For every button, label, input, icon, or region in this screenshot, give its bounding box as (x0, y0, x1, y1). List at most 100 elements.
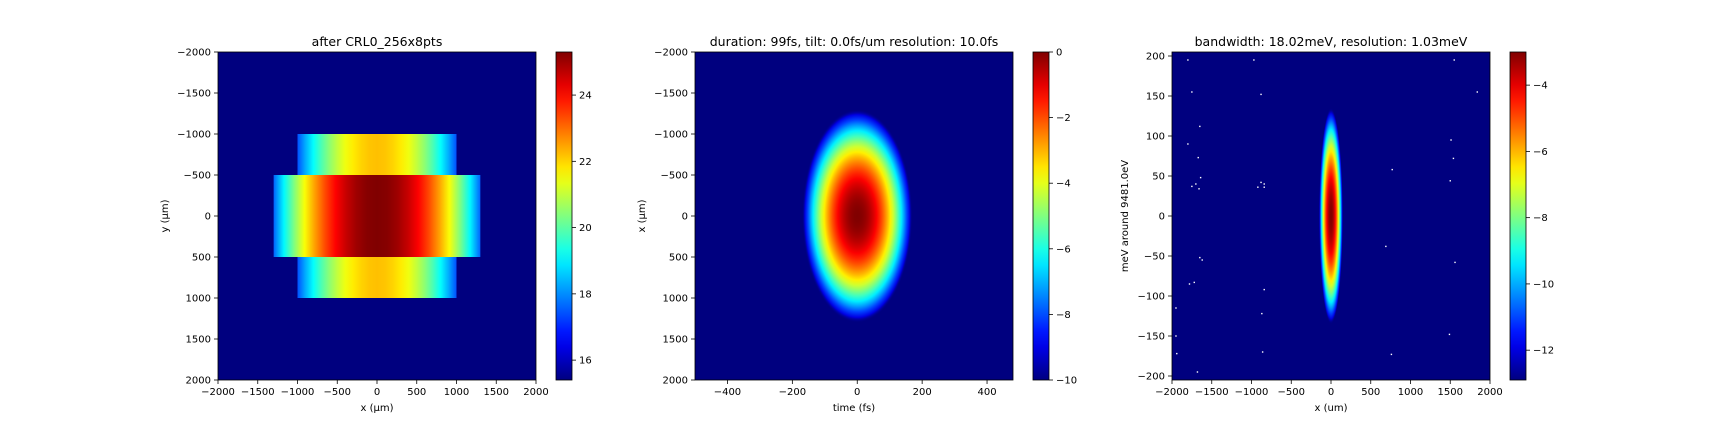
y-axis-label: y (µm) (160, 199, 171, 232)
y-tick-label: 100 (1146, 132, 1165, 143)
panel-intensity-xy: after CRL0_256x8pts −2000 −1500 −1000 −500 0… (160, 34, 592, 414)
y-tick-label: 2000 (663, 376, 688, 387)
speckle-point (1175, 307, 1177, 309)
y-tick-label: −150 (1138, 332, 1165, 343)
y-tick-label: −1000 (654, 130, 688, 141)
colorbar-tick-label: −10 (1056, 376, 1077, 387)
x-tick-label: 1500 (1438, 387, 1463, 398)
x-tick-label: 0 (1328, 387, 1334, 398)
speckle-point (1263, 288, 1265, 291)
speckle-point (1261, 351, 1264, 353)
panel-time-x: duration: 99fs, tilt: 0.0fs/um resolutio… (637, 34, 1077, 414)
y-tick-label: −2000 (177, 48, 211, 59)
y-tick-label: 500 (669, 253, 688, 264)
speckle-point (1193, 281, 1195, 284)
speckle-point (1261, 312, 1263, 315)
x-tick-label: 0 (374, 387, 380, 398)
speckle-point (1175, 335, 1177, 337)
x-axis-label: x (um) (1315, 403, 1348, 414)
speckle-point (1191, 185, 1193, 188)
colorbar-gradient (556, 52, 572, 380)
y-tick-label: −1000 (177, 130, 211, 141)
heatmap-regions (273, 134, 481, 298)
colorbar-tick-label: −8 (1056, 310, 1071, 321)
colorbar-gradient (1510, 52, 1526, 380)
y-tick-label: 1000 (663, 294, 688, 305)
x-tick-label: 400 (977, 387, 996, 398)
x-tick-label: 1000 (444, 387, 469, 398)
x-tick-label: −1000 (281, 387, 315, 398)
x-tick-label: −2000 (201, 387, 235, 398)
colorbar-tick-label: 20 (579, 223, 592, 234)
colorbar-tick-label: −6 (1056, 244, 1071, 255)
speckle-point (1260, 93, 1262, 96)
colorbar-tick-label: −4 (1533, 81, 1548, 92)
x-tick-label: 500 (1361, 387, 1380, 398)
speckle-point (1263, 183, 1265, 185)
y-tick-label: 500 (192, 253, 211, 264)
x-axis-label: time (fs) (833, 403, 875, 414)
speckle-point (1188, 283, 1191, 285)
y-tick-label: 50 (1152, 172, 1165, 183)
y-tick-label: −1500 (654, 89, 688, 100)
x-tick-label: 2000 (523, 387, 548, 398)
speckle-point (1201, 259, 1203, 261)
colorbar-tick-label: 0 (1056, 48, 1062, 59)
speckle-point (1449, 180, 1451, 182)
y-tick-label: 2000 (186, 376, 211, 387)
colorbar-tick-label: 24 (579, 91, 592, 102)
x-tick-label: −500 (324, 387, 351, 398)
y-tick-label: −100 (1138, 292, 1165, 303)
y-axis-label: meV around 9481.0eV (1120, 160, 1131, 272)
panel-energy-x: bandwidth: 18.02meV, resolution: 1.03meV… (1120, 34, 1554, 414)
speckle-point (1450, 139, 1452, 141)
speckle-point (1197, 156, 1199, 159)
y-tick-label: 200 (1146, 52, 1165, 63)
heatmap-spot (1319, 108, 1343, 324)
speckle-point (1176, 352, 1178, 355)
speckle-point (1453, 59, 1455, 61)
speckle-point (1263, 186, 1265, 188)
speckle-point (1257, 186, 1259, 188)
colorbar: −10 −8 −6 −4 −2 0 (1032, 48, 1077, 387)
colorbar-frame (1032, 51, 1050, 381)
x-tick-label: −2000 (1155, 387, 1189, 398)
y-tick-label: 0 (682, 212, 688, 223)
panel-title: duration: 99fs, tilt: 0.0fs/um resolutio… (710, 34, 999, 49)
x-tick-label: −200 (779, 387, 806, 398)
x-tick-label: 1000 (1398, 387, 1423, 398)
x-tick-label: −1000 (1235, 387, 1269, 398)
speckle-point (1391, 168, 1393, 171)
colorbar-tick-label: −6 (1533, 147, 1548, 158)
heatmap-band (297, 134, 457, 175)
y-tick-label: 1500 (663, 335, 688, 346)
x-tick-label: −400 (714, 387, 741, 398)
x-tick-label: −1500 (241, 387, 275, 398)
speckle-point (1454, 261, 1456, 264)
colorbar-tick-label: −12 (1533, 346, 1554, 357)
y-tick-label: 1000 (186, 294, 211, 305)
speckle-point (1199, 256, 1201, 259)
speckle-point (1199, 125, 1201, 128)
colorbar: 16 18 20 22 24 (555, 51, 592, 381)
y-tick-label: −500 (661, 171, 688, 182)
x-tick-label: 1500 (484, 387, 509, 398)
plot-area: −400 −200 0 200 400 −2000−1500−1000−50005001… (654, 48, 1014, 398)
y-tick-label: 0 (1159, 212, 1165, 223)
heatmap-band (273, 175, 481, 257)
y-axis: −2000 −1500 −1000 −500 0 500 1000 1500 2000 (177, 48, 218, 387)
panel-title: bandwidth: 18.02meV, resolution: 1.03meV (1195, 34, 1468, 49)
colorbar: −12 −10 −8 −6 −4 (1509, 51, 1554, 381)
speckle-point (1476, 91, 1478, 93)
colorbar-tick-label: −8 (1533, 213, 1548, 224)
speckles (1175, 59, 1478, 373)
x-tick-label: −500 (1278, 387, 1305, 398)
x-axis: −400 −200 0 200 400 (714, 380, 997, 398)
speckle-point (1385, 245, 1387, 248)
y-tick-label: 150 (1146, 92, 1165, 103)
x-tick-label: 2000 (1477, 387, 1502, 398)
plot-area: −2000 −150 0 −1000 −500 0 500 1000 1500 2000 200 1… (1138, 52, 1503, 399)
y-axis: 200 150 100 50 0 −50 −100 −150 −200 (1138, 52, 1172, 383)
x-axis: −2000 −1500 −1000 −500 0 500 1000 1500 2000 (1155, 380, 1503, 398)
